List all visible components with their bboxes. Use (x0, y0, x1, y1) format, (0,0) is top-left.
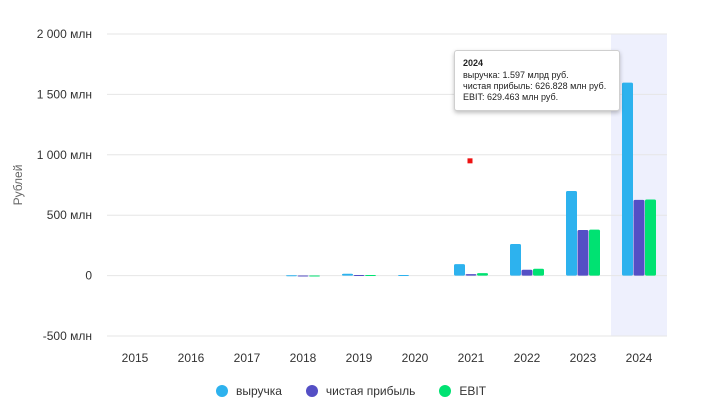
legend-item-ebit[interactable]: EBIT (439, 384, 486, 398)
y-tick-label: -500 млн (43, 329, 92, 343)
highlight-band (611, 34, 667, 336)
bar-чистая-прибыль-2021 (465, 274, 477, 276)
legend-dot-icon (215, 385, 228, 397)
grid-layer (107, 33, 667, 337)
bar-чистая-прибыль-2022 (521, 269, 533, 276)
x-tick-label: 2015 (122, 351, 149, 365)
bar-выручка-2023 (566, 191, 577, 276)
x-tick-label: 2017 (234, 351, 261, 365)
x-tick-label: 2016 (178, 351, 205, 365)
axis-layer: -500 млн 0 500 млн 1 000 млн 1 500 млн 2 000 … (37, 27, 653, 365)
x-tick-label: 2020 (402, 351, 429, 365)
bar-выручка-2019 (342, 273, 353, 276)
marker-layer (467, 158, 473, 164)
x-tick-label: 2021 (458, 351, 485, 365)
highlight-band-layer (611, 34, 667, 336)
y-axis-title: Рублей (11, 165, 25, 206)
legend-item-net-profit[interactable]: чистая прибыль (305, 384, 416, 398)
legend-label-net-profit: чистая прибыль (325, 384, 416, 398)
bar-выручка-2024 (622, 82, 633, 276)
bar-чистая-прибыль-2019 (353, 274, 365, 276)
tooltip-line-net-profit: чистая прибыль: 626.828 млн руб. (463, 81, 607, 91)
y-tick-label: 1 500 млн (37, 87, 92, 101)
x-tick-label: 2019 (346, 351, 373, 365)
y-tick-label: 0 (85, 269, 92, 283)
tooltip-title: 2024 (463, 58, 484, 68)
legend-dot-icon (305, 385, 318, 397)
bar-чистая-прибыль-2018 (297, 275, 309, 277)
bar-выручка-2022 (510, 243, 521, 276)
legend-label-revenue: выручка (235, 384, 282, 398)
bar-EBIT-2023 (589, 229, 600, 276)
bar-выручка-2018 (286, 275, 297, 277)
y-tick-label: 1 000 млн (37, 148, 92, 162)
bar-EBIT-2021 (477, 273, 488, 276)
bar-чистая-прибыль-2024 (633, 199, 645, 276)
x-tick-label: 2023 (570, 351, 597, 365)
bar-выручка-2020 (398, 274, 409, 276)
tooltip: 2024 выручка: 1.597 млрд руб. чистая при… (454, 50, 620, 111)
y-tick-label: 2 000 млн (37, 27, 92, 41)
tooltip-line-ebit: EBIT: 629.463 млн руб. (463, 92, 559, 102)
x-tick-label: 2024 (626, 351, 653, 365)
bar-EBIT-2018 (309, 275, 320, 277)
legend-item-revenue[interactable]: выручка (215, 384, 282, 398)
bar-EBIT-2022 (533, 268, 544, 276)
x-tick-label: 2022 (514, 351, 541, 365)
bars-layer (286, 82, 656, 277)
y-tick-label: 500 млн (47, 208, 92, 222)
bar-выручка-2021 (454, 264, 465, 276)
x-tick-label: 2018 (290, 351, 317, 365)
legend-label-ebit: EBIT (459, 384, 487, 398)
bar-EBIT-2019 (365, 274, 376, 276)
legend: выручка чистая прибыль EBIT (0, 384, 702, 398)
tooltip-line-revenue: выручка: 1.597 млрд руб. (463, 70, 569, 80)
red-marker-point (467, 158, 473, 164)
bar-EBIT-2024 (645, 199, 656, 276)
legend-dot-icon (439, 385, 452, 397)
bar-чистая-прибыль-2023 (577, 229, 589, 276)
